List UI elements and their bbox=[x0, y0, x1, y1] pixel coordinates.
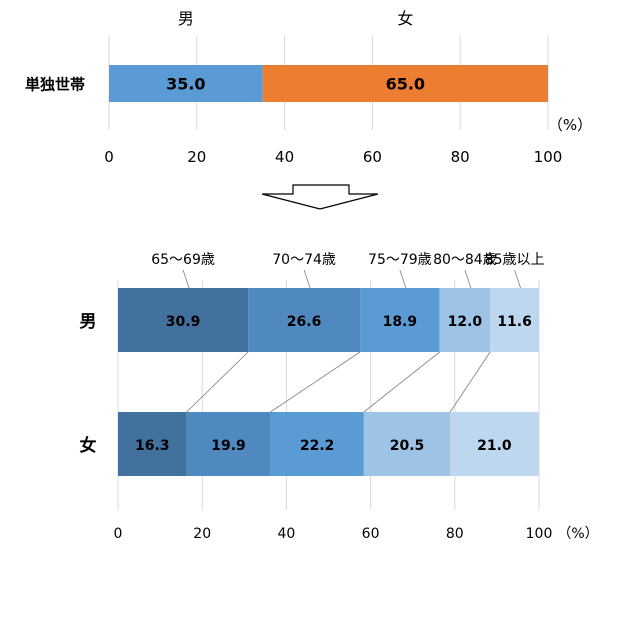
series-label: 80～84歳 bbox=[433, 252, 497, 268]
bar-segment bbox=[363, 412, 451, 476]
data-label: 19.9 bbox=[211, 438, 246, 454]
series-label: 65～69歳 bbox=[151, 252, 215, 268]
category-label: 単独世帯 bbox=[25, 76, 85, 94]
data-label: 12.0 bbox=[448, 314, 483, 330]
connector-line bbox=[270, 351, 361, 413]
data-label: 26.6 bbox=[287, 314, 322, 330]
x-tick-label: 20 bbox=[187, 148, 206, 166]
connector-line bbox=[449, 351, 491, 413]
series-label: 85歳以上 bbox=[485, 252, 545, 268]
bar-segment bbox=[262, 65, 548, 102]
unit-label: （%） bbox=[548, 116, 592, 134]
leader-line bbox=[182, 269, 190, 289]
unit-label: （%） bbox=[557, 526, 598, 542]
x-tick-label: 60 bbox=[363, 148, 382, 166]
data-label: 22.2 bbox=[300, 438, 335, 454]
data-label: 16.3 bbox=[135, 438, 170, 454]
bar-segment bbox=[270, 412, 364, 476]
x-tick-label: 40 bbox=[277, 526, 295, 542]
data-label: 35.0 bbox=[166, 75, 205, 94]
leader-line bbox=[514, 269, 521, 289]
x-tick-label: 100 bbox=[526, 526, 553, 542]
x-tick-label: 60 bbox=[362, 526, 380, 542]
data-label: 65.0 bbox=[386, 75, 425, 94]
bar-segment bbox=[118, 412, 187, 476]
data-label: 20.5 bbox=[390, 438, 425, 454]
category-label: 男 bbox=[80, 312, 97, 332]
data-label: 18.9 bbox=[383, 314, 418, 330]
x-tick-label: 0 bbox=[114, 526, 123, 542]
bar-segment bbox=[360, 288, 440, 352]
bar-segment bbox=[248, 288, 361, 352]
leader-line bbox=[399, 269, 407, 289]
age-breakdown-chart: 0 20 40 60 80 100 30.9 26.6 18.9 12.0 11.6 男 16.3 19.… bbox=[80, 252, 599, 542]
bar-segment bbox=[109, 65, 263, 102]
bar-segment bbox=[439, 288, 491, 352]
data-label: 30.9 bbox=[166, 314, 201, 330]
connector-line bbox=[186, 351, 249, 413]
connector-line bbox=[363, 351, 440, 413]
x-tick-label: 0 bbox=[104, 148, 114, 166]
leader-line bbox=[303, 269, 311, 289]
x-tick-label: 80 bbox=[451, 148, 470, 166]
series-label: 75～79歳 bbox=[368, 252, 432, 268]
category-label: 女 bbox=[80, 435, 97, 456]
x-tick-label: 100 bbox=[534, 148, 563, 166]
series-label: 70～74歳 bbox=[272, 252, 336, 268]
x-tick-label: 40 bbox=[275, 148, 294, 166]
bar-segment bbox=[490, 288, 539, 352]
bar-segment bbox=[118, 288, 249, 352]
series-label: 男 bbox=[178, 9, 194, 28]
x-tick-label: 80 bbox=[446, 526, 464, 542]
leader-line bbox=[464, 269, 472, 289]
series-label: 女 bbox=[397, 9, 413, 28]
x-tick-label: 20 bbox=[193, 526, 211, 542]
down-arrow-icon bbox=[261, 184, 379, 210]
data-label: 21.0 bbox=[477, 438, 512, 454]
bar-segment bbox=[186, 412, 271, 476]
bar-segment bbox=[450, 412, 539, 476]
data-label: 11.6 bbox=[497, 314, 532, 330]
